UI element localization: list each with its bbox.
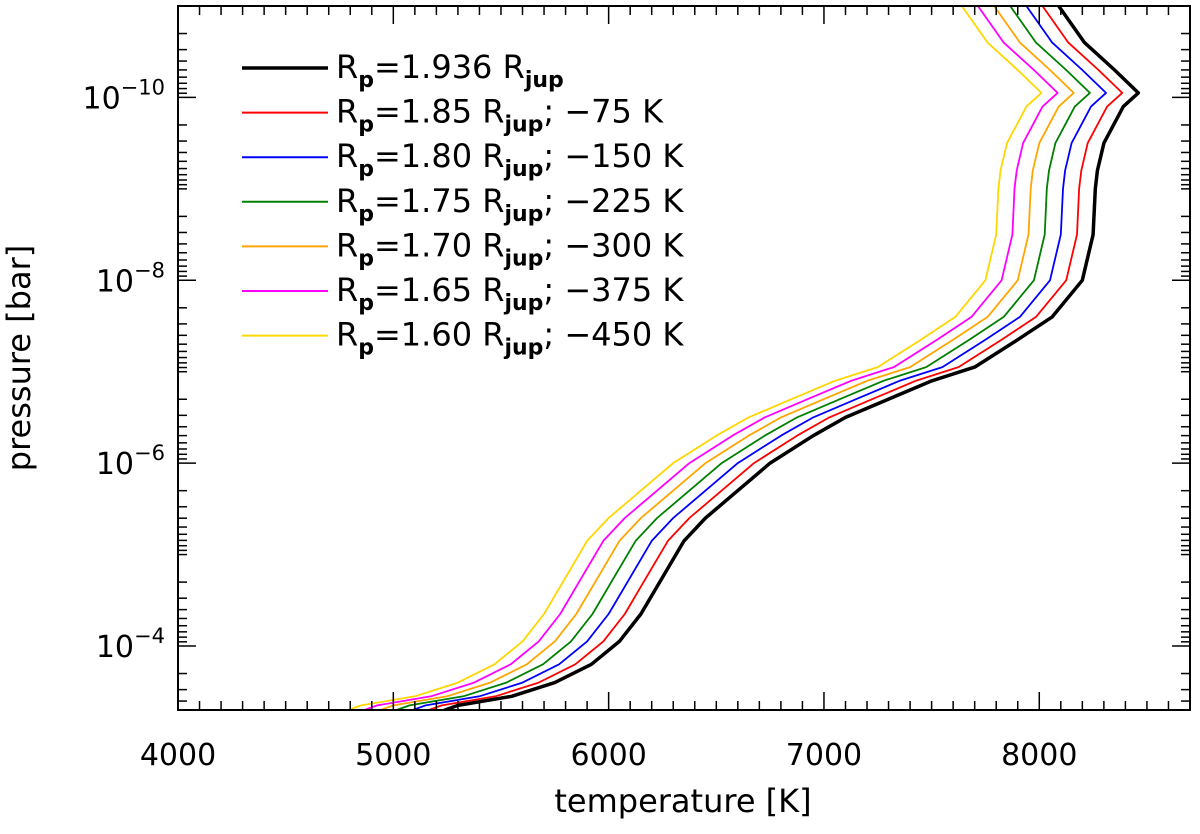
legend-label: Rp=1.60 Rjup; −450 K [336, 316, 684, 361]
x-tick-label: 8000 [1001, 738, 1077, 773]
plot-frame [177, 5, 1191, 711]
legend-label: Rp=1.75 Rjup; −225 K [336, 182, 684, 227]
series-line-1 [427, 6, 1124, 710]
legend-item: Rp=1.75 Rjup; −225 K [242, 182, 684, 227]
y-tick-label: 10−10 [82, 75, 165, 116]
tick-labels: 4000 5000 6000 7000 8000 10−10 10−8 10−6 10−4 [82, 75, 1077, 773]
x-tick-label: 5000 [355, 738, 431, 773]
y-tick-label: 10−8 [96, 258, 165, 299]
x-tick-label: 6000 [570, 738, 646, 773]
x-tick-label: 7000 [786, 738, 862, 773]
legend-item: Rp=1.70 Rjup; −300 K [242, 226, 684, 271]
legend-item: Rp=1.936 Rjup [242, 48, 564, 93]
x-tick-label: 4000 [140, 738, 216, 773]
series-line-2 [411, 6, 1107, 710]
legend-label: Rp=1.936 Rjup [336, 48, 564, 93]
series-line-6 [347, 6, 1043, 710]
series-line-5 [363, 6, 1059, 710]
x-axis-label: temperature [K] [554, 782, 811, 820]
y-tick-label: 10−4 [96, 624, 165, 665]
legend-label: Rp=1.85 Rjup; −75 K [336, 93, 664, 138]
series-line-3 [395, 6, 1091, 710]
legend-item: Rp=1.80 Rjup; −150 K [242, 137, 684, 182]
series-line-4 [379, 6, 1075, 710]
legend-item: Rp=1.60 Rjup; −450 K [242, 316, 684, 361]
y-tick-label: 10−6 [96, 441, 165, 482]
legend-label: Rp=1.80 Rjup; −150 K [336, 137, 684, 182]
legend-item: Rp=1.65 Rjup; −375 K [242, 271, 684, 316]
plot-lines [347, 6, 1141, 710]
legend-item: Rp=1.85 Rjup; −75 K [242, 93, 664, 138]
legend-label: Rp=1.70 Rjup; −300 K [336, 226, 684, 271]
series-line-0 [443, 6, 1141, 710]
y-axis-label: pressure [bar] [0, 245, 38, 471]
axis-ticks [177, 5, 1191, 711]
legend-label: Rp=1.65 Rjup; −375 K [336, 271, 684, 316]
